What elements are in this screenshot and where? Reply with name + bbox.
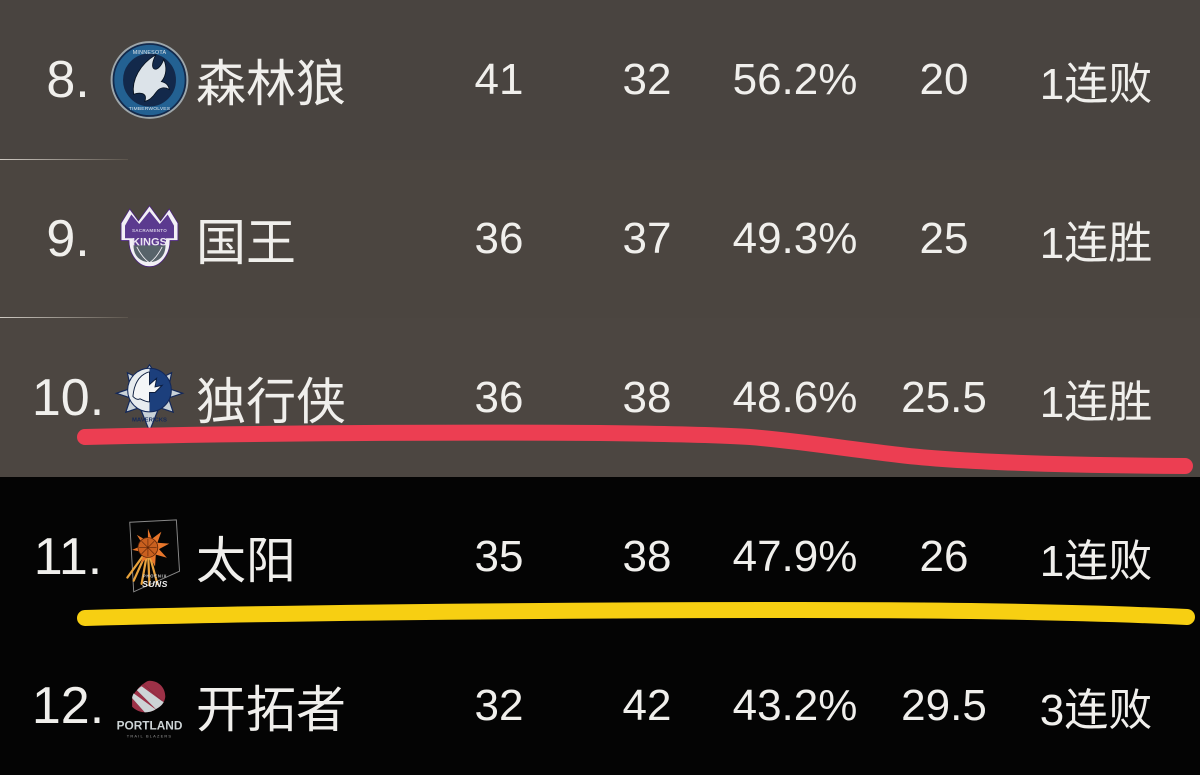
svg-text:TIMBERWOLVES: TIMBERWOLVES [129,106,171,112]
svg-text:PHOENIX: PHOENIX [143,574,167,579]
svg-text:SACRAMENTO: SACRAMENTO [132,228,167,233]
svg-text:TRAIL BLAZERS: TRAIL BLAZERS [127,734,172,739]
svg-text:MINNESOTA: MINNESOTA [133,50,167,56]
svg-text:SUNS: SUNS [142,579,168,589]
svg-text:PORTLAND: PORTLAND [117,719,183,733]
